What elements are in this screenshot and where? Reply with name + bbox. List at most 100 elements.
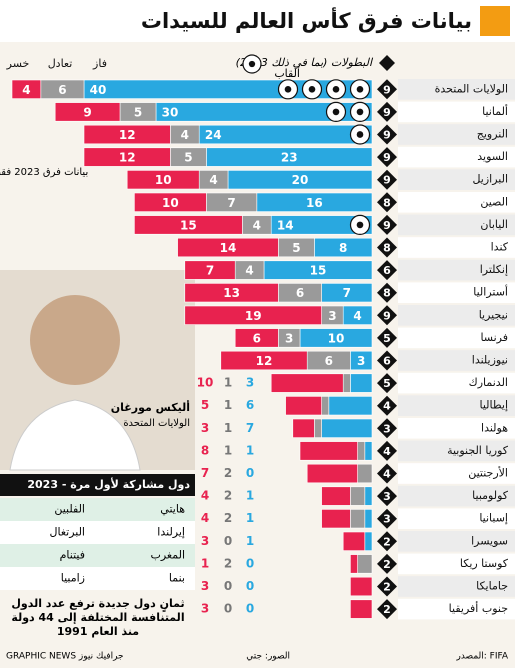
country-cell bbox=[398, 485, 515, 507]
tournaments-diamond bbox=[377, 327, 397, 348]
tournaments-diamond bbox=[377, 305, 397, 326]
value-label: 1 bbox=[246, 489, 254, 503]
bar-segment bbox=[328, 396, 373, 416]
value-label: 4 bbox=[201, 511, 209, 525]
legend-label: خسر bbox=[6, 57, 30, 70]
value-label: 7 bbox=[227, 196, 235, 210]
ball-patch bbox=[248, 60, 256, 68]
value-label: 0 bbox=[224, 602, 232, 616]
tournaments-diamond bbox=[377, 237, 397, 258]
titles-balls bbox=[325, 101, 371, 123]
tournaments-value: 9 bbox=[383, 309, 391, 322]
value-label: 6 bbox=[58, 83, 66, 97]
bar-segment bbox=[184, 283, 279, 303]
country-label: كوريا الجنوبية bbox=[447, 444, 509, 457]
tournaments-diamond bbox=[377, 531, 397, 552]
tournaments-value: 9 bbox=[383, 219, 391, 232]
bar-segment bbox=[350, 509, 366, 529]
country-label: البرازيل bbox=[472, 173, 508, 186]
ball-patch bbox=[332, 85, 340, 93]
country-cell bbox=[398, 372, 515, 394]
value-label: 14 bbox=[220, 241, 237, 255]
value-label: 3 bbox=[201, 579, 209, 593]
bar-segment bbox=[321, 418, 373, 438]
tournaments-value: 5 bbox=[383, 377, 391, 390]
value-label: 24 bbox=[205, 128, 222, 142]
value-label: 4 bbox=[353, 309, 361, 323]
bar-segment bbox=[350, 599, 373, 619]
bar-segment bbox=[357, 554, 373, 574]
tournaments-value: 2 bbox=[383, 558, 391, 571]
value-label: 1 bbox=[246, 534, 254, 548]
bar-segment bbox=[350, 373, 373, 393]
table-cell: زامبيا bbox=[61, 572, 85, 585]
bar-segment bbox=[54, 102, 121, 122]
value-label: 4 bbox=[245, 264, 253, 278]
value-label: 0 bbox=[224, 534, 232, 548]
table-cell: فيتنام bbox=[60, 549, 85, 562]
table-cell: المغرب bbox=[151, 549, 186, 562]
tournaments-diamond bbox=[377, 350, 397, 371]
tournaments-diamond bbox=[377, 124, 397, 145]
value-label: 10 bbox=[328, 331, 345, 345]
value-label: 6 bbox=[246, 398, 254, 412]
value-label: 23 bbox=[281, 151, 298, 165]
bar-segment bbox=[83, 147, 171, 167]
country-label: كندا bbox=[491, 241, 509, 254]
country-label: الولايات المتحدة bbox=[435, 82, 508, 95]
title-bar bbox=[0, 0, 515, 42]
value-label: 10 bbox=[155, 173, 172, 187]
value-label: 8 bbox=[201, 443, 209, 457]
country-cell bbox=[398, 395, 515, 416]
country-label: فرنسا bbox=[480, 331, 508, 344]
tournaments-value: 8 bbox=[383, 196, 391, 209]
bar-segment bbox=[299, 441, 358, 461]
value-label: 1 bbox=[246, 443, 254, 457]
player-team: الولايات المتحدة bbox=[123, 418, 190, 429]
tournaments-value: 6 bbox=[383, 264, 391, 277]
country-label: ألمانيا bbox=[482, 104, 508, 118]
ball-patch bbox=[356, 85, 364, 93]
table-row bbox=[0, 544, 195, 567]
tournaments-value: 6 bbox=[383, 355, 391, 368]
value-label: 3 bbox=[246, 376, 254, 390]
tournaments-diamond bbox=[377, 553, 397, 574]
country-cell bbox=[398, 237, 515, 258]
player-photo-shirt bbox=[9, 399, 141, 471]
tournaments-diamond bbox=[377, 101, 397, 122]
value-label: 3 bbox=[201, 602, 209, 616]
tournaments-value: 4 bbox=[383, 400, 391, 413]
value-label: 3 bbox=[201, 421, 209, 435]
bar-segment bbox=[357, 441, 366, 461]
bar-segment bbox=[126, 170, 200, 190]
country-cell bbox=[398, 259, 515, 281]
bar-segment bbox=[321, 509, 351, 529]
tournaments-value: 9 bbox=[383, 151, 391, 164]
table-row bbox=[0, 567, 195, 590]
value-label: 5 bbox=[292, 241, 300, 255]
tournaments-diamond bbox=[377, 486, 397, 507]
value-label: 15 bbox=[310, 264, 327, 278]
value-label: 3 bbox=[328, 309, 336, 323]
bar-segment bbox=[220, 350, 308, 371]
tournaments-value: 3 bbox=[383, 422, 391, 435]
source: المصدر: FIFA bbox=[455, 652, 508, 662]
country-cell bbox=[398, 192, 515, 213]
value-label: 0 bbox=[224, 579, 232, 593]
value-label: 3 bbox=[285, 331, 293, 345]
tournaments-value: 2 bbox=[383, 581, 391, 594]
country-label: إنكلترا bbox=[480, 263, 508, 276]
tournaments-diamond bbox=[377, 260, 397, 281]
bar-segment bbox=[234, 328, 279, 348]
value-label: 0 bbox=[246, 556, 254, 570]
value-label: 4 bbox=[209, 173, 217, 187]
note-2023: بيانات فرق 2023 فقط bbox=[0, 167, 88, 178]
value-label: 20 bbox=[292, 173, 309, 187]
bar-segment bbox=[342, 531, 366, 551]
first-timers-header bbox=[0, 474, 195, 496]
value-label: 1 bbox=[224, 421, 232, 435]
tournaments-diamond bbox=[377, 395, 397, 416]
table-cell: بنما bbox=[169, 572, 185, 585]
tournaments-diamond bbox=[377, 463, 397, 484]
